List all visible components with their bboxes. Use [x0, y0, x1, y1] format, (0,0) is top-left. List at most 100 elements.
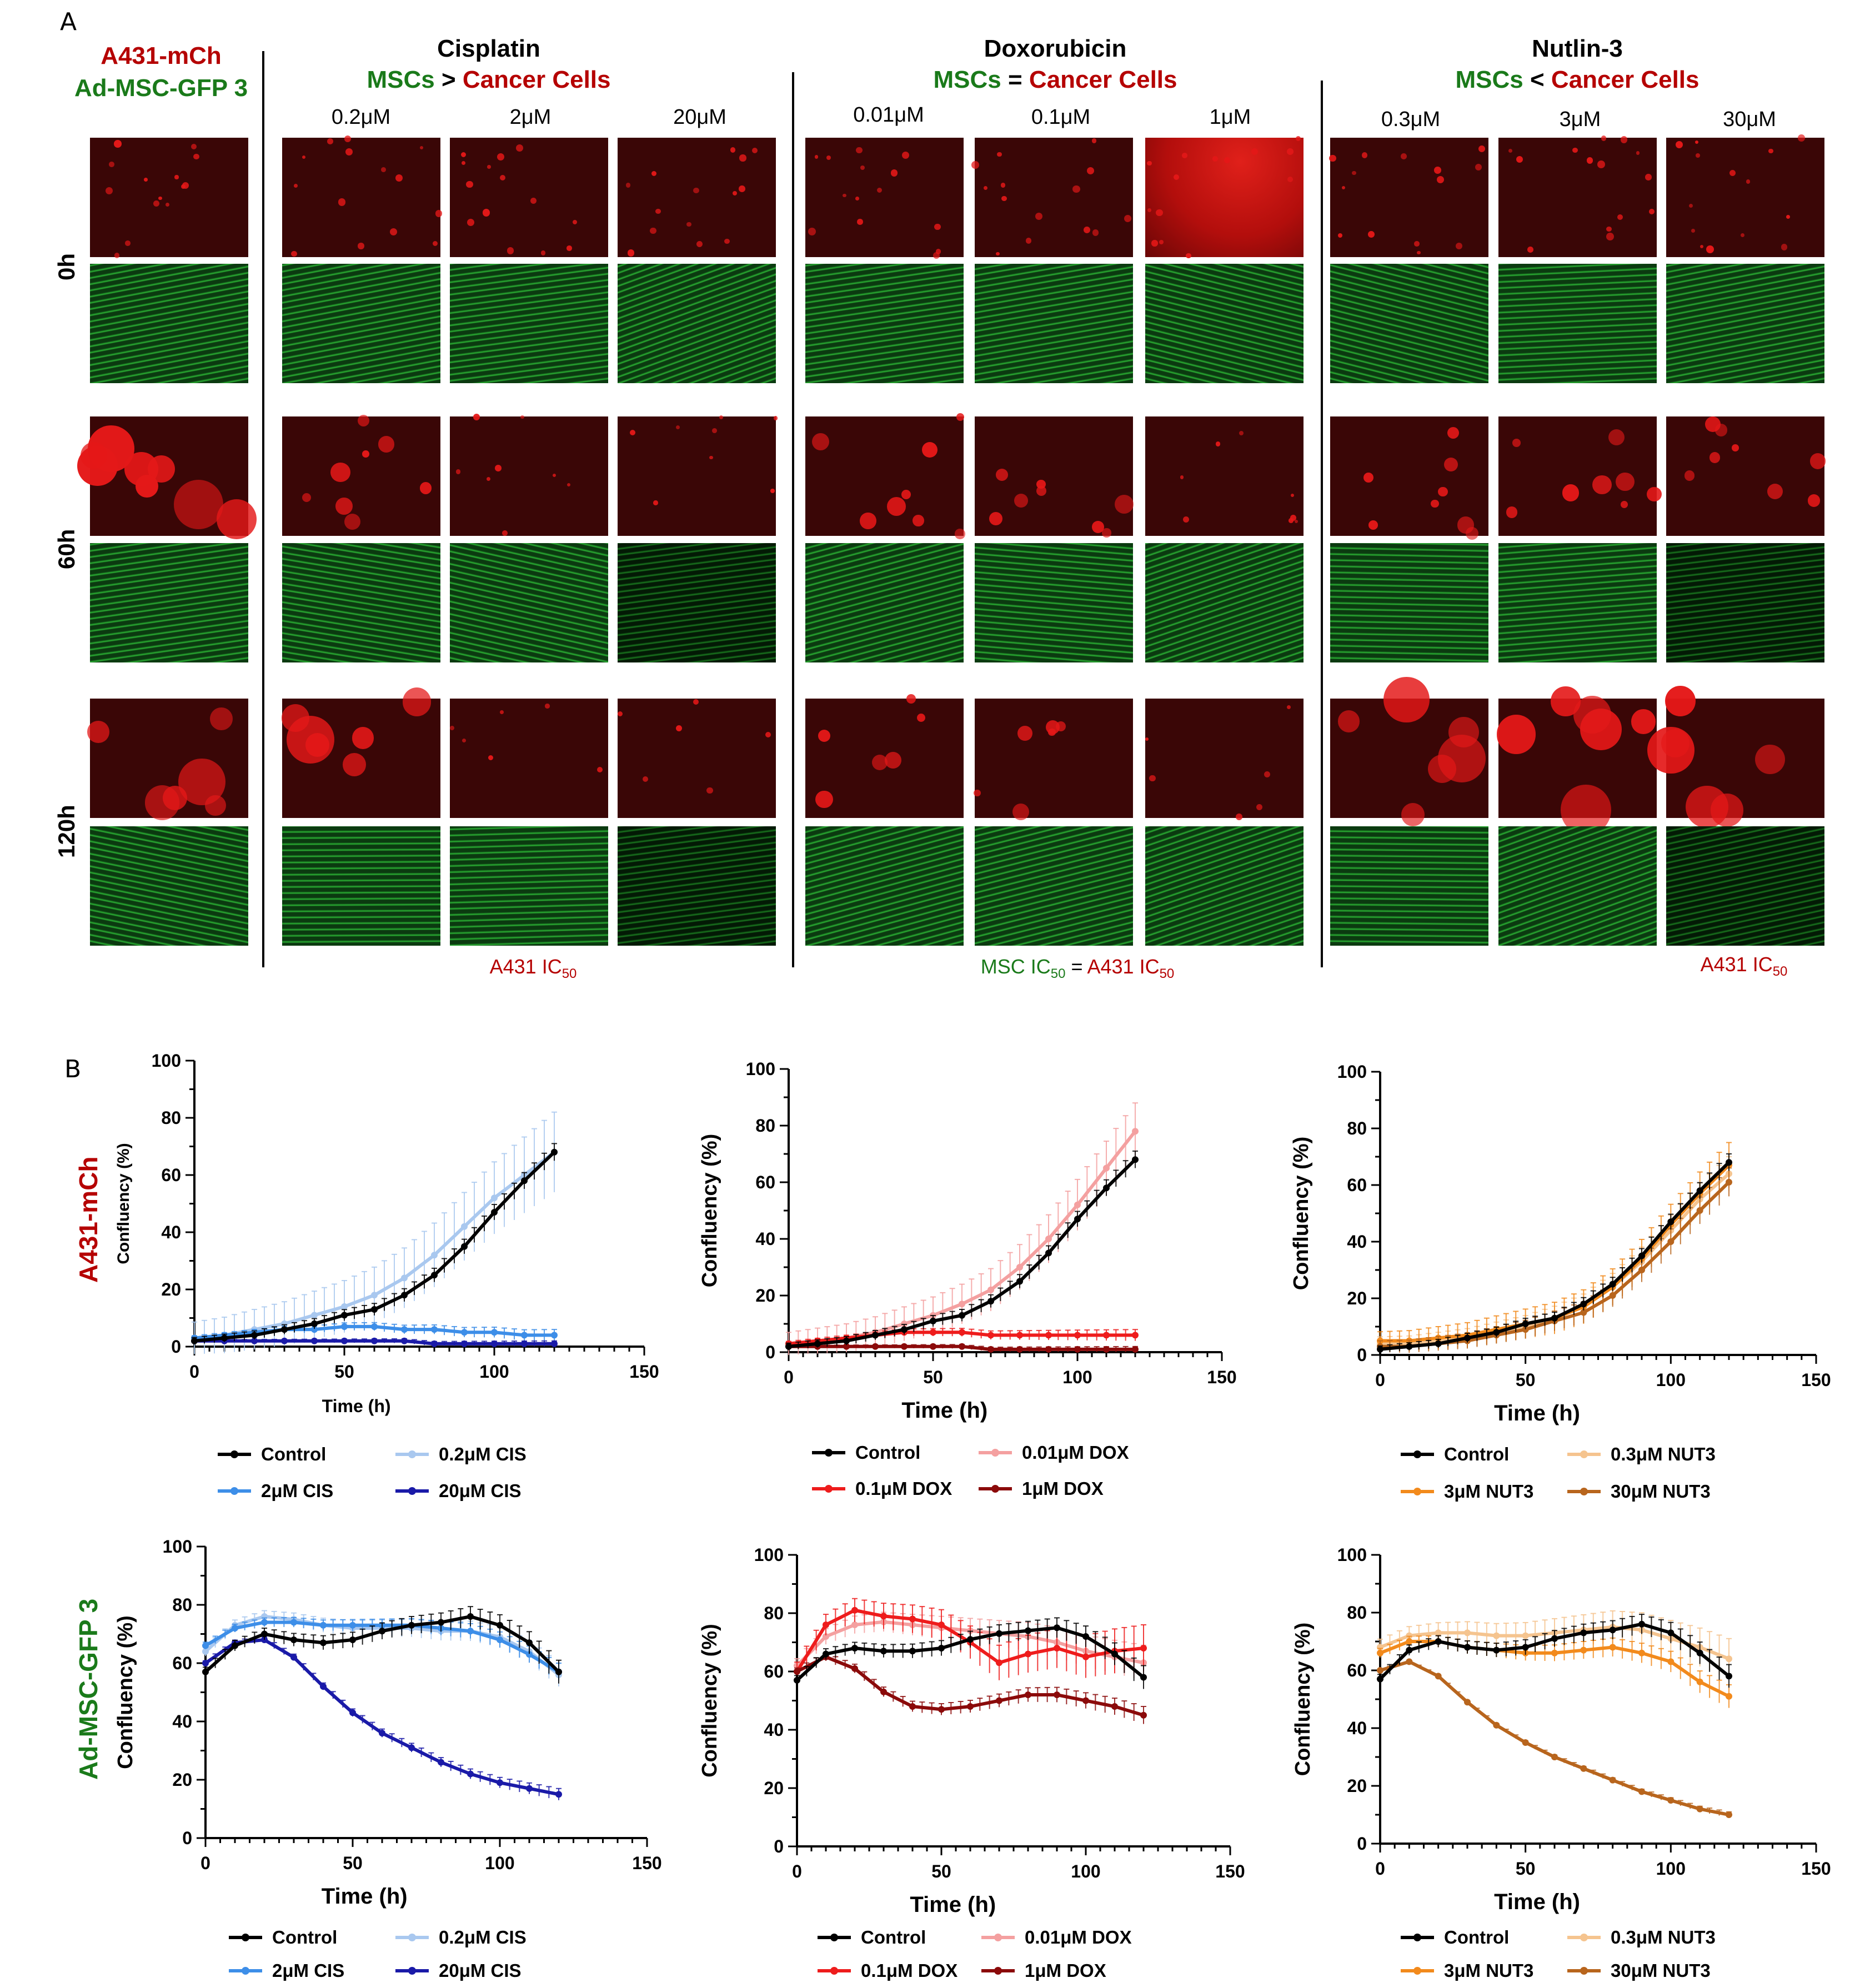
- data-point: [1025, 1691, 1031, 1698]
- data-point: [526, 1651, 533, 1658]
- data-point: [371, 1323, 378, 1330]
- data-point: [261, 1619, 268, 1626]
- data-point: [1140, 1674, 1147, 1681]
- chart-dox-msc: 0 50 100 150 0 20 40 60 80 100 Time (h) Confluency …: [698, 1545, 1245, 1981]
- data-point: [959, 1329, 965, 1336]
- data-point: [1726, 1159, 1732, 1166]
- data-point: [1609, 1626, 1616, 1634]
- conc-label: 0.2μM: [331, 106, 391, 129]
- data-point: [909, 1648, 916, 1655]
- gfp-image-tile: [975, 264, 1133, 383]
- data-point: [823, 1621, 829, 1628]
- chart-dox-a431: 0 50 100 150 0 20 40 60 80 100 Time (h) Confluency …: [698, 1059, 1237, 1499]
- data-point: [401, 1292, 408, 1299]
- data-point: [1726, 1655, 1732, 1663]
- legend-marker: [242, 1934, 249, 1941]
- gfp-image-tile: [90, 826, 248, 946]
- data-point: [959, 1301, 965, 1308]
- legend-marker: [408, 1934, 416, 1941]
- data-point: [1696, 1187, 1703, 1194]
- data-point: [431, 1252, 438, 1259]
- data-point: [1082, 1633, 1089, 1640]
- data-point: [1435, 1340, 1442, 1347]
- gfp-image-tile: [282, 826, 440, 946]
- data-point: [880, 1613, 887, 1620]
- y-tick-label: 100: [1337, 1545, 1367, 1565]
- legend-label: 1μM DOX: [1025, 1960, 1106, 1981]
- legend-label: 20μM CIS: [439, 1960, 522, 1981]
- y-axis-label: Confluency (%): [1291, 1623, 1315, 1776]
- data-point: [987, 1346, 994, 1353]
- data-point: [1667, 1629, 1675, 1636]
- data-point: [521, 1340, 528, 1347]
- x-tick-label: 150: [1207, 1367, 1236, 1387]
- data-point: [1522, 1644, 1529, 1651]
- x-axis-label: Time (h): [1494, 1401, 1580, 1425]
- data-point: [938, 1706, 945, 1713]
- data-point: [1580, 1301, 1587, 1308]
- data-point: [497, 1636, 503, 1643]
- y-tick-label: 40: [1347, 1718, 1367, 1738]
- data-point: [794, 1668, 800, 1675]
- data-point: [1696, 1649, 1703, 1656]
- mcherry-image-tile: [1666, 134, 1824, 257]
- data-point: [1493, 1646, 1500, 1654]
- group-divider: [1321, 81, 1323, 967]
- x-tick-label: 100: [1071, 1861, 1100, 1881]
- data-point: [311, 1326, 318, 1333]
- gfp-image-tile: [1330, 264, 1488, 383]
- data-point: [930, 1317, 936, 1324]
- data-point: [967, 1636, 974, 1643]
- group-header-nutlin: Nutlin-3 MSCs < Cancer Cells: [1366, 33, 1788, 96]
- data-point: [938, 1645, 945, 1651]
- data-point: [930, 1329, 936, 1336]
- y-tick-label: 0: [182, 1828, 192, 1848]
- data-point: [551, 1148, 558, 1156]
- y-tick-label: 80: [764, 1603, 784, 1623]
- data-point: [438, 1619, 444, 1626]
- legend-marker: [1580, 1488, 1588, 1495]
- data-point: [851, 1665, 858, 1672]
- data-point: [1406, 1343, 1413, 1350]
- data-point: [851, 1607, 858, 1614]
- x-tick-label: 0: [200, 1853, 210, 1873]
- data-point: [467, 1770, 474, 1778]
- mcherry-image-tile: [1330, 676, 1488, 827]
- y-tick-label: 20: [161, 1279, 181, 1299]
- data-point: [843, 1343, 850, 1350]
- data-point: [467, 1613, 474, 1620]
- y-tick-label: 100: [746, 1059, 775, 1079]
- data-point: [1580, 1765, 1587, 1772]
- data-point: [491, 1329, 498, 1336]
- mcherry-image-tile: [618, 138, 776, 257]
- data-point: [251, 1337, 258, 1344]
- y-tick-label: 20: [1347, 1288, 1367, 1308]
- x-tick-label: 100: [479, 1362, 509, 1382]
- conc-label: 0.1μM: [1031, 106, 1091, 129]
- data-point: [1074, 1346, 1081, 1353]
- y-tick-label: 60: [1347, 1660, 1367, 1680]
- data-point: [880, 1648, 887, 1655]
- y-axis-label: Confluency (%): [698, 1624, 721, 1778]
- data-point: [1111, 1650, 1118, 1658]
- y-tick-label: 100: [163, 1537, 192, 1557]
- y-tick-label: 20: [172, 1770, 192, 1790]
- data-point: [1609, 1776, 1616, 1784]
- data-point: [814, 1340, 821, 1347]
- ic50-note-cisplatin: A431 IC50: [489, 955, 577, 982]
- data-point: [401, 1337, 408, 1344]
- data-point: [1667, 1797, 1675, 1804]
- y-tick-label: 80: [172, 1595, 192, 1615]
- y-axis-label: Confluency (%): [114, 1615, 137, 1769]
- gfp-image-tile: [90, 543, 248, 662]
- data-point: [1580, 1646, 1587, 1654]
- gfp-image-tile: [1666, 543, 1824, 662]
- mcherry-image-tile: [1329, 138, 1488, 257]
- y-tick-label: 100: [754, 1545, 784, 1565]
- gfp-image-tile: [1330, 826, 1488, 946]
- gfp-image-tile: [805, 826, 964, 946]
- legend-marker: [825, 1485, 833, 1493]
- gfp-image-tile: [1498, 543, 1657, 662]
- data-point: [1016, 1264, 1023, 1271]
- data-point: [794, 1676, 800, 1684]
